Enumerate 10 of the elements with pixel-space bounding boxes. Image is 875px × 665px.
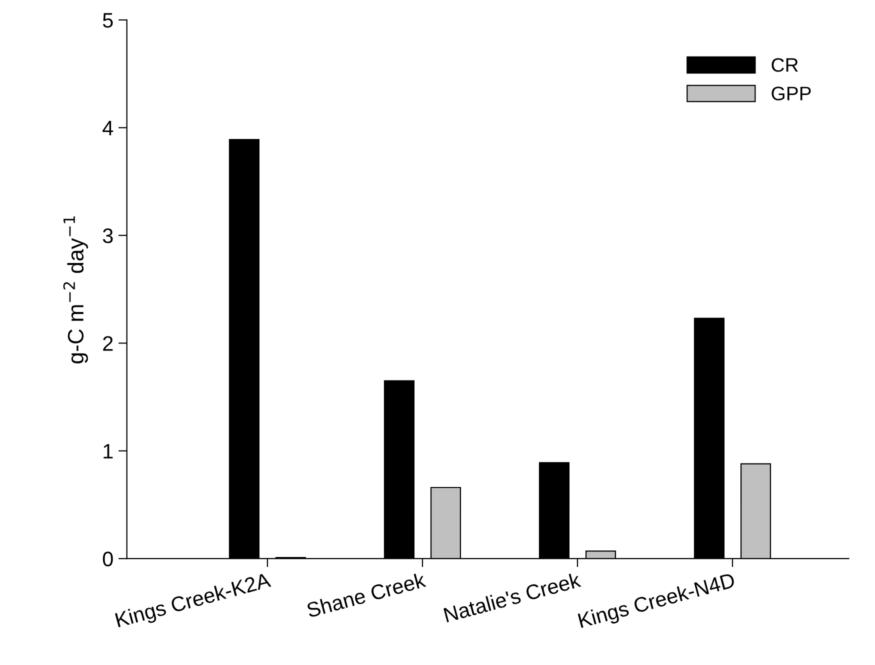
y-tick-label: 1 — [104, 444, 113, 458]
x-tick-label: Shane Creek — [306, 572, 426, 618]
y-tick-label: 3 — [102, 228, 113, 244]
y-tick-label: 0 — [102, 552, 113, 566]
y-tick-label: 4 — [102, 120, 114, 136]
legend-label: CR — [772, 58, 798, 72]
y-axis-title: g-C m$^{−2}$ day$^{−1}$ — [63, 216, 88, 364]
y-tick-label: 2 — [103, 336, 113, 351]
legend-label: GPP — [772, 86, 811, 100]
y-tick-label: 5 — [102, 13, 113, 28]
